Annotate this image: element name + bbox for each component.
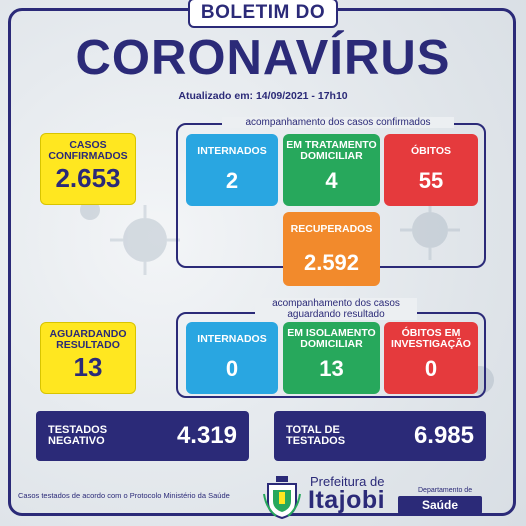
home-isolation-label: EM ISOLAMENTO DOMICILIAR: [287, 327, 376, 350]
saude-label: Saúde: [421, 498, 458, 512]
home-treatment-card: EM TRATAMENTO DOMICILIAR 4: [283, 134, 380, 206]
footnote: Casos testados de acordo com o Protocolo…: [18, 491, 230, 500]
awaiting-hospitalized-value: 0: [225, 356, 239, 381]
confirmed-group-title: acompanhamento dos casos confirmados: [222, 117, 454, 128]
page-title: CORONAVÍRUS: [75, 31, 451, 85]
tested-negative-value: 4.319: [176, 422, 237, 449]
home-isolation-value: 13: [319, 356, 344, 381]
confirmed-cases-value: 2.653: [55, 163, 121, 193]
updated-timestamp: Atualizado em: 14/09/2021 - 17h10: [178, 90, 348, 102]
home-isolation-card: EM ISOLAMENTO DOMICILIAR 13: [283, 322, 380, 394]
deaths-under-investigation-label: ÓBITOS EM INVESTIGAÇÃO: [391, 327, 471, 350]
confirmed-cases-label: CASOS CONFIRMADOS: [48, 139, 128, 162]
recovered-value: 2.592: [303, 250, 360, 275]
saude-badge: Saúde: [398, 496, 482, 514]
awaiting-results-card: AGUARDANDO RESULTADO 13: [40, 322, 136, 394]
tested-negative-label: TESTADOS NEGATIVO: [48, 424, 108, 447]
deaths-label: ÓBITOS: [410, 145, 452, 157]
home-treatment-value: 4: [325, 168, 338, 193]
awaiting-results-label: AGUARDANDO RESULTADO: [49, 328, 127, 351]
tested-negative-card: TESTADOS NEGATIVO 4.319: [36, 411, 249, 461]
deaths-under-investigation-value: 0: [424, 356, 438, 381]
deaths-under-investigation-card: ÓBITOS EM INVESTIGAÇÃO 0: [384, 322, 478, 394]
bulletin-label: BOLETIM DO: [188, 0, 338, 28]
recovered-label: RECUPERADOS: [290, 223, 373, 235]
home-treatment-label: EM TRATAMENTO DOMICILIAR: [286, 139, 377, 162]
total-tested-label: TOTAL DE TESTADOS: [286, 424, 346, 447]
department-label: Departamento de: [418, 487, 473, 494]
total-tested-value: 6.985: [413, 422, 474, 449]
deaths-value: 55: [418, 168, 444, 193]
awaiting-group-title: acompanhamento dos casos aguardando resu…: [255, 298, 417, 320]
deaths-card: ÓBITOS 55: [384, 134, 478, 206]
city-name: Itajobi: [308, 486, 386, 514]
awaiting-hospitalized-card: INTERNADOS 0: [186, 322, 278, 394]
prefeitura-label: Prefeitura de: [310, 474, 385, 489]
recovered-card: RECUPERADOS 2.592: [283, 212, 380, 286]
confirmed-hospitalized-card: INTERNADOS 2: [186, 134, 278, 206]
coat-of-arms-logo: [263, 476, 301, 520]
confirmed-hospitalized-label: INTERNADOS: [197, 145, 267, 157]
confirmed-cases-card: CASOS CONFIRMADOS 2.653: [40, 133, 136, 205]
awaiting-results-value: 13: [73, 352, 103, 382]
awaiting-hospitalized-label: INTERNADOS: [197, 333, 267, 345]
confirmed-hospitalized-value: 2: [225, 168, 239, 193]
total-tested-card: TOTAL DE TESTADOS 6.985: [274, 411, 486, 461]
